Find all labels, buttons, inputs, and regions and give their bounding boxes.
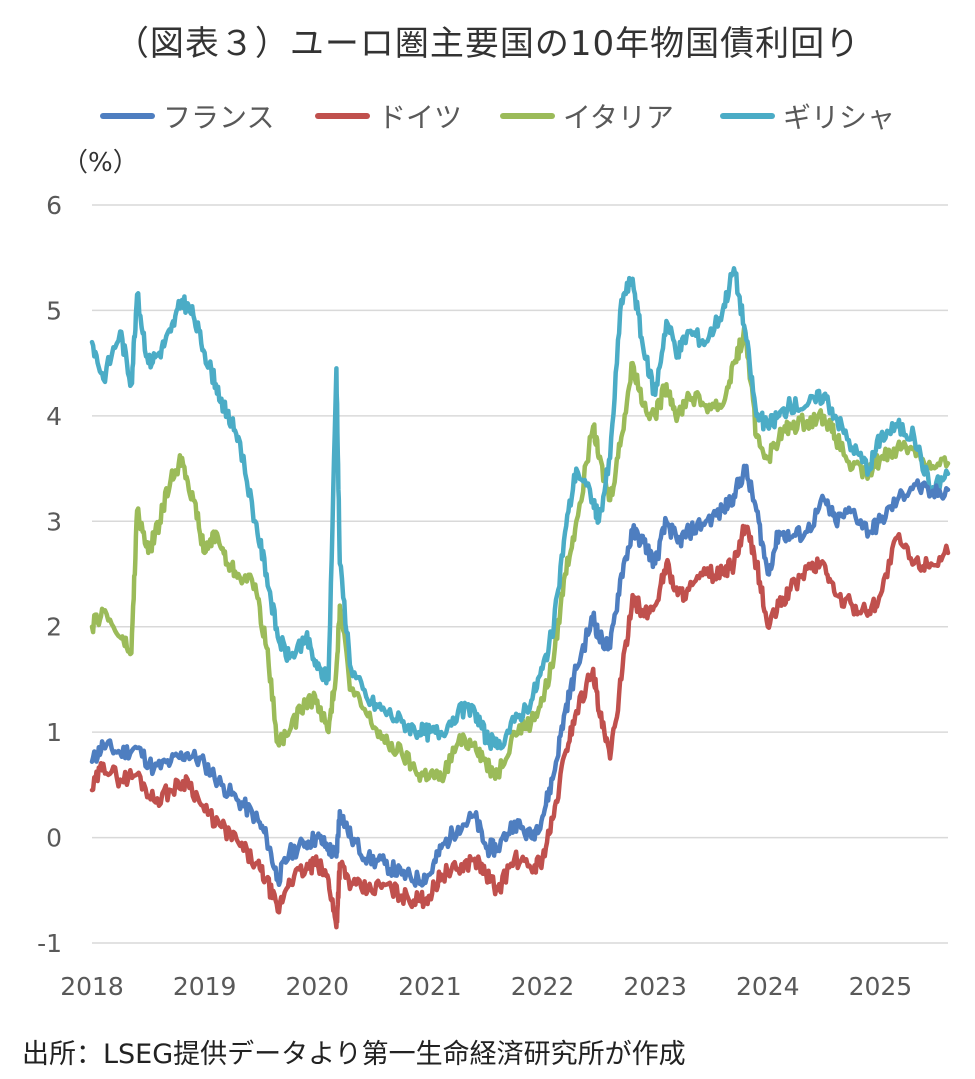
x-tick-label: 2023 bbox=[623, 972, 687, 1001]
chart-title: （図表３）ユーロ圏主要国の10年物国債利回り bbox=[114, 24, 861, 64]
series-line-0 bbox=[89, 463, 951, 888]
legend-label-greece: ギリシャ bbox=[783, 101, 896, 134]
x-tick-label: 2019 bbox=[173, 972, 237, 1001]
series-lines bbox=[89, 266, 951, 930]
y-tick-label: 1 bbox=[46, 718, 62, 747]
legend-label-germany: ドイツ bbox=[378, 101, 463, 134]
source-note: 出所：LSEG提供データより第一生命経済研究所が作成 bbox=[22, 1039, 686, 1070]
x-tick-label: 2018 bbox=[60, 972, 124, 1001]
series-line-2 bbox=[89, 325, 951, 784]
legend-label-france: フランス bbox=[163, 101, 275, 134]
series-line-1 bbox=[89, 523, 951, 930]
legend-swatch-greece bbox=[720, 113, 775, 119]
x-tick-label: 2024 bbox=[736, 972, 800, 1001]
y-tick-label: 4 bbox=[46, 402, 62, 431]
legend-label-italy: イタリア bbox=[563, 101, 674, 134]
legend-swatch-germany bbox=[315, 113, 370, 119]
y-axis-ticks: 6 5 4 3 2 1 0 -1 bbox=[37, 191, 62, 958]
legend: フランス ドイツ イタリア ギリシャ bbox=[0, 96, 975, 136]
x-tick-label: 2025 bbox=[849, 972, 913, 1001]
legend-item-germany: ドイツ bbox=[315, 96, 462, 136]
y-tick-label: 0 bbox=[46, 824, 62, 853]
legend-item-france: フランス bbox=[100, 96, 274, 136]
y-tick-label: 5 bbox=[46, 296, 62, 325]
y-tick-label: -1 bbox=[37, 929, 62, 958]
x-tick-label: 2021 bbox=[398, 972, 462, 1001]
y-tick-label: 6 bbox=[46, 191, 62, 220]
legend-item-italy: イタリア bbox=[500, 96, 674, 136]
series-line-3 bbox=[89, 266, 951, 752]
x-tick-label: 2020 bbox=[285, 972, 349, 1001]
y-unit-label: （%） bbox=[62, 148, 139, 178]
x-axis-ticks: 2018 2019 2020 2021 2022 2023 2024 2025 bbox=[60, 972, 912, 1001]
x-tick-label: 2022 bbox=[511, 972, 575, 1001]
legend-swatch-france bbox=[100, 113, 155, 119]
gridlines bbox=[92, 204, 948, 944]
y-tick-label: 2 bbox=[46, 613, 62, 642]
legend-item-greece: ギリシャ bbox=[720, 96, 895, 136]
y-tick-label: 3 bbox=[46, 507, 62, 536]
legend-swatch-italy bbox=[500, 113, 555, 119]
